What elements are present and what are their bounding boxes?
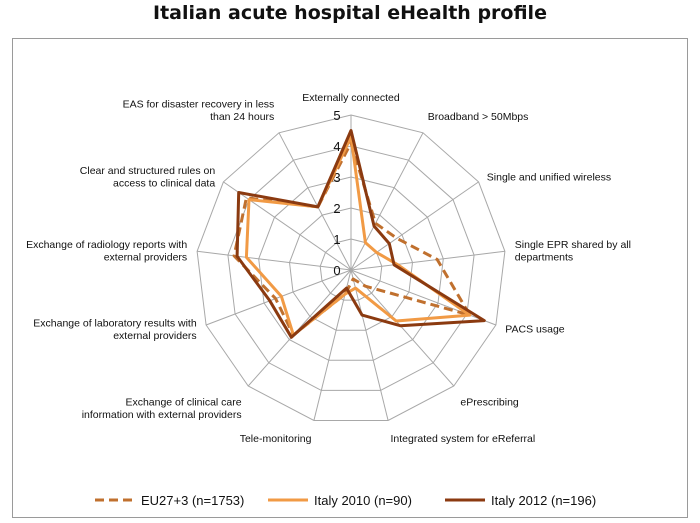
grid-spoke	[278, 132, 352, 271]
axis-label: Tele-monitoring	[240, 433, 312, 445]
grid-spoke	[350, 269, 389, 421]
radial-tick-label: 0	[333, 263, 340, 278]
axis-label: Single EPR shared by all departments	[515, 239, 631, 264]
grid-spoke	[197, 250, 352, 271]
grid-spoke	[223, 181, 352, 271]
axis-label: Clear and structured rules on access to c…	[80, 165, 216, 190]
grid-spoke	[205, 269, 352, 326]
grid-ring	[319, 238, 383, 301]
grid-spoke	[350, 181, 479, 271]
radial-tick-label: 4	[333, 139, 340, 154]
axis-labels: Externally connected Broadband > 50Mbps Si…	[26, 92, 631, 445]
radial-tick-label: 3	[333, 170, 340, 185]
axis-label: Exchange of laboratory results with exter…	[33, 317, 197, 342]
radial-tick-label: 5	[333, 108, 340, 123]
axis-label: Broadband > 50Mbps	[428, 111, 529, 123]
grid-spoke	[350, 269, 497, 326]
axis-label: ePrescribing	[460, 397, 519, 409]
radar-grid	[196, 114, 506, 421]
grid-ring	[196, 114, 506, 421]
grid-ring	[288, 207, 414, 331]
axis-label: Single and unified wireless	[487, 171, 611, 183]
legend-label: Italy 2010 (n=90)	[314, 493, 412, 508]
axis-label: Externally connected	[302, 92, 400, 104]
chart-title: Italian acute hospital eHealth profile	[153, 2, 547, 24]
legend: EU27+3 (n=1753) Italy 2010 (n=90) Italy 20…	[95, 493, 596, 508]
axis-label: Integrated system for eReferral	[391, 433, 536, 445]
grid-spoke	[350, 250, 505, 271]
legend-label: EU27+3 (n=1753)	[141, 493, 244, 508]
grid-spoke	[350, 132, 424, 271]
radial-tick-label: 2	[333, 201, 340, 216]
series-line	[232, 141, 472, 337]
axis-label: PACS usage	[505, 324, 564, 336]
radial-ticks: 0 1 2 3 4 5	[333, 108, 340, 278]
axis-label: Exchange of clinical care information wit…	[82, 397, 242, 422]
axis-label: Exchange of radiology reports with extern…	[26, 239, 187, 264]
series-layer	[232, 129, 486, 339]
grid-spoke	[350, 269, 455, 387]
chart-frame	[12, 38, 688, 518]
legend-label: Italy 2012 (n=196)	[491, 493, 596, 508]
axis-label: EAS for disaster recovery in less than 24…	[123, 98, 275, 123]
grid-ring	[258, 176, 444, 361]
series-line	[244, 135, 472, 337]
series-line	[235, 129, 486, 339]
radial-tick-label: 1	[333, 232, 340, 247]
